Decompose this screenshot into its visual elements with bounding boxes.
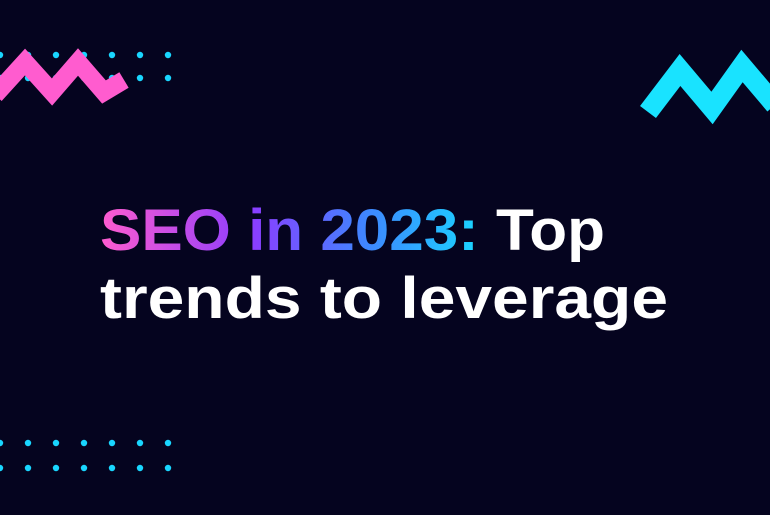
- dot: [108, 51, 116, 59]
- headline-rest: Top: [496, 198, 605, 263]
- dot: [80, 439, 88, 447]
- dot: [52, 464, 60, 472]
- dot: [164, 439, 172, 447]
- dot: [108, 439, 116, 447]
- pink-zigzag: [0, 48, 129, 106]
- headline-line-2: trends to leverage: [100, 266, 668, 331]
- dot: [0, 439, 4, 447]
- dot: [136, 439, 144, 447]
- headline-highlight: SEO in 2023:: [100, 198, 479, 263]
- dot: [136, 464, 144, 472]
- dot: [136, 74, 144, 82]
- dot: [108, 464, 116, 472]
- dot: [164, 74, 172, 82]
- dot: [52, 439, 60, 447]
- dot: [0, 464, 4, 472]
- dot: [24, 464, 32, 472]
- headline-line-1: SEO in 2023: Top: [100, 198, 605, 263]
- dot: [164, 464, 172, 472]
- dot: [136, 51, 144, 59]
- dot: [164, 51, 172, 59]
- dot: [80, 464, 88, 472]
- dot: [52, 51, 60, 59]
- dot: [24, 439, 32, 447]
- dot: [0, 51, 4, 59]
- cyan-zigzag: [640, 49, 770, 125]
